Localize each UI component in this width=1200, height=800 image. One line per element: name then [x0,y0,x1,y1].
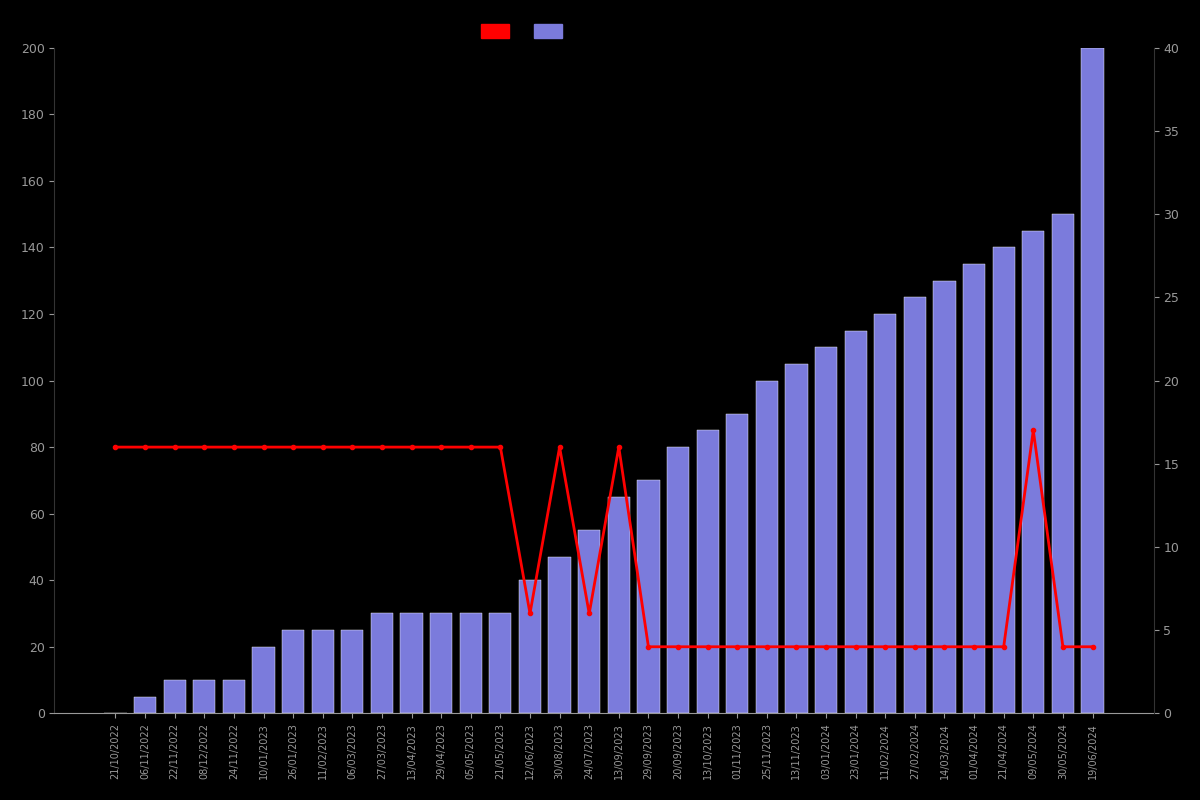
Bar [904,298,926,714]
Bar [548,557,571,714]
Legend: , : , [475,18,578,44]
Bar [874,314,896,714]
Bar [223,680,245,714]
Bar [578,530,600,714]
Bar [460,614,482,714]
Bar [726,414,749,714]
Bar [696,430,719,714]
Bar [1081,48,1104,714]
Bar [371,614,394,714]
Bar [962,264,985,714]
Bar [430,614,452,714]
Bar [193,680,216,714]
Bar [1051,214,1074,714]
Bar [992,247,1015,714]
Bar [815,347,838,714]
Bar [490,614,511,714]
Bar [341,630,364,714]
Bar [934,281,955,714]
Bar [607,497,630,714]
Bar [785,364,808,714]
Bar [282,630,305,714]
Bar [401,614,422,714]
Bar [845,330,866,714]
Bar [312,630,334,714]
Bar [756,381,778,714]
Bar [667,447,689,714]
Bar [252,646,275,714]
Bar [163,680,186,714]
Bar [518,580,541,714]
Bar [1022,230,1044,714]
Bar [134,697,156,714]
Bar [637,480,660,714]
